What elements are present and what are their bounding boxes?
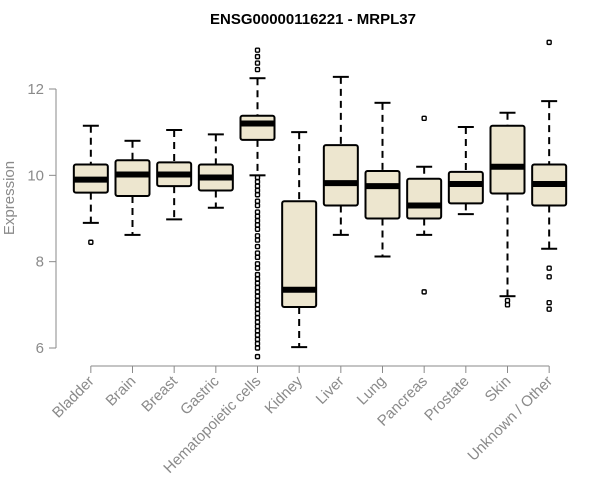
outlier-point [546, 306, 552, 312]
box-pancreas [406, 115, 443, 295]
box-gastric [197, 133, 234, 209]
iqr-box [114, 159, 151, 198]
x-tick-label: Skin [482, 373, 515, 406]
outlier-point [254, 222, 261, 228]
outlier-point [254, 60, 261, 66]
outlier-point [504, 297, 511, 304]
outlier-point [254, 209, 261, 215]
outlier-point [546, 39, 552, 46]
iqr-box [281, 200, 318, 308]
outlier-point [254, 183, 261, 189]
outlier-point [546, 265, 552, 271]
chart-title: ENSG00000116221 - MRPL37 [210, 11, 416, 28]
outlier-point [254, 353, 261, 360]
outlier-point [421, 289, 427, 295]
box-hematopoietic-cells [239, 47, 276, 360]
outlier-point [254, 243, 261, 250]
iqr-box [447, 170, 484, 205]
outlier-point [254, 198, 261, 204]
outlier-point [254, 66, 261, 73]
box-bladder [72, 124, 109, 245]
iqr-box [406, 177, 443, 220]
box-prostate [447, 125, 484, 216]
outlier-point [254, 265, 261, 271]
x-tick-label: Prostate [421, 373, 473, 425]
box-brain [114, 139, 151, 236]
outlier-point [254, 226, 261, 232]
box-unknown-other [531, 39, 568, 312]
x-tick-label: Lung [354, 373, 390, 409]
box-skin [489, 111, 526, 308]
outlier-point [254, 315, 261, 321]
outlier-point [254, 276, 261, 282]
outlier-point [504, 302, 511, 308]
x-tick-label: Kidney [262, 372, 307, 417]
outlier-point [88, 239, 94, 245]
outlier-point [254, 328, 261, 334]
outlier-point [254, 47, 261, 53]
outlier-point [254, 289, 261, 295]
outlier-point [254, 187, 261, 194]
outlier-point [254, 237, 261, 243]
box-lung [364, 101, 401, 258]
outlier-point [254, 310, 261, 317]
outlier-point [254, 271, 261, 278]
y-tick-label: 6 [36, 340, 44, 357]
y-axis: 6 8 10 12 [27, 81, 57, 357]
iqr-box [364, 170, 401, 220]
outlier-point [254, 217, 261, 224]
y-tick-label: 12 [27, 81, 44, 98]
outlier-point [254, 306, 261, 312]
outlier-point [254, 233, 261, 239]
outlier-point [254, 254, 261, 261]
y-axis-label: Expression [1, 161, 18, 235]
outlier-point [254, 323, 261, 330]
outlier-point [254, 213, 261, 220]
outlier-point [254, 280, 261, 286]
outlier-point [254, 340, 261, 347]
x-tick-label: Bladder [49, 373, 98, 422]
outlier-point [254, 53, 261, 60]
outlier-point [254, 179, 261, 185]
outlier-point [254, 284, 261, 291]
boxes-group [72, 39, 568, 360]
outlier-point [254, 250, 261, 256]
iqr-box [322, 144, 359, 207]
outlier-point [254, 336, 261, 343]
outlier-point [254, 302, 261, 308]
box-breast [156, 129, 193, 221]
outlier-point [254, 174, 261, 181]
x-tick-label: Liver [313, 373, 348, 408]
x-tick-label: Brain [103, 373, 140, 410]
outlier-point [254, 345, 261, 351]
outlier-point [254, 319, 261, 325]
iqr-box [239, 114, 276, 141]
outlier-point [254, 192, 261, 198]
y-tick-label: 10 [27, 167, 44, 184]
outlier-point [546, 299, 552, 306]
outlier-point [546, 274, 552, 280]
outlier-point [254, 202, 261, 209]
box-liver [322, 75, 359, 236]
y-tick-label: 8 [36, 254, 44, 271]
iqr-box [489, 124, 526, 195]
box-kidney [281, 131, 318, 349]
outlier-point [254, 293, 261, 299]
x-tick-label: Breast [138, 372, 181, 415]
outlier-point [254, 332, 261, 338]
outlier-point [254, 261, 261, 267]
outlier-point [421, 115, 427, 122]
outlier-point [254, 297, 261, 304]
